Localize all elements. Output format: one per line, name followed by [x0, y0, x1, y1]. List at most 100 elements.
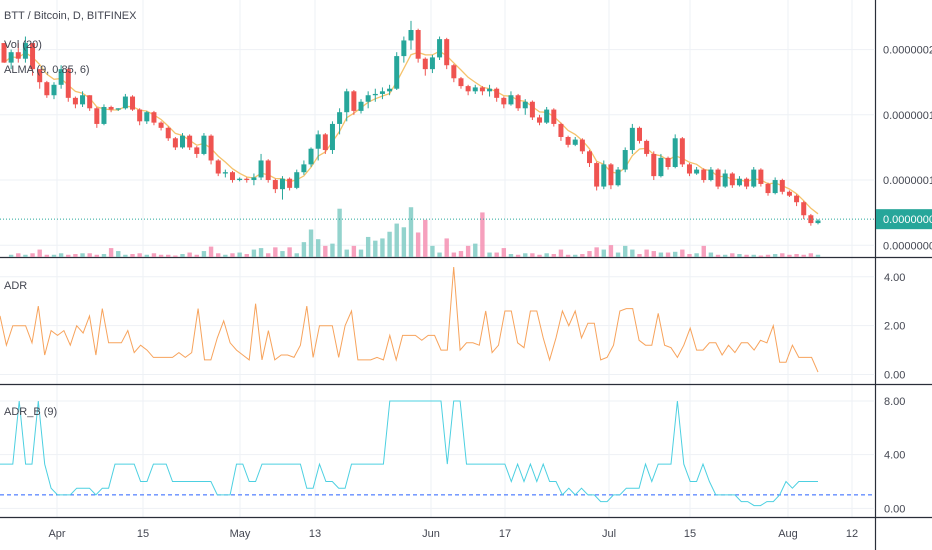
adr-b-title: ADR_B (9) — [4, 406, 57, 418]
volume-bar — [287, 247, 292, 257]
candle-body — [80, 95, 86, 105]
candle-body — [422, 58, 428, 70]
candle-body — [472, 87, 478, 92]
adr-b-series-line — [0, 400, 818, 507]
volume-bar — [501, 248, 507, 257]
candle-body — [786, 191, 792, 196]
candle-body — [579, 139, 585, 152]
volume-bar — [8, 254, 14, 257]
candle-body — [729, 173, 735, 186]
volume-bar — [758, 255, 764, 257]
candle-body — [394, 56, 400, 89]
candle-body — [572, 139, 578, 145]
adr-b-tick-label: 0.00 — [884, 503, 905, 515]
volume-bar — [430, 245, 435, 257]
candle-body — [408, 30, 414, 41]
candle-body — [465, 86, 471, 92]
volume-bar — [580, 254, 585, 257]
volume-bar — [123, 254, 128, 257]
volume-bar — [608, 245, 614, 257]
candle-body — [44, 82, 50, 96]
volume-bar — [587, 251, 592, 257]
candle-body — [794, 195, 800, 203]
current-price-tag — [876, 209, 932, 230]
candle-body — [515, 95, 521, 109]
candle-body — [494, 88, 500, 98]
candle-body — [387, 88, 393, 92]
volume-bar — [794, 254, 799, 257]
volume-bar — [523, 253, 528, 257]
candle-body — [815, 220, 821, 224]
candle-body — [122, 96, 128, 109]
volume-bar — [658, 252, 664, 257]
candle-body — [58, 69, 64, 85]
candle-body — [258, 160, 264, 178]
volume-bar — [787, 254, 792, 257]
volume-bar — [537, 254, 542, 257]
volume-bar — [23, 254, 28, 257]
candle-body — [765, 183, 771, 194]
candle-body — [601, 164, 607, 187]
volume-bar — [715, 254, 721, 257]
volume-bar — [423, 219, 428, 257]
adr-title: ADR — [4, 280, 27, 292]
candle-body — [72, 97, 78, 105]
volume-bar — [494, 252, 499, 257]
candle-body — [487, 88, 493, 92]
legend-alma: ALMA (9, 0.85, 6) — [4, 64, 90, 76]
candle-body — [722, 173, 728, 187]
candle-body — [279, 178, 285, 190]
volume-bar — [444, 238, 449, 257]
candle-body — [65, 69, 71, 98]
volume-bar — [244, 254, 249, 257]
volume-bar — [66, 254, 71, 257]
volume-bar — [615, 252, 621, 257]
candle-body — [180, 135, 186, 148]
volume-bar — [237, 252, 242, 257]
x-tick-label: Jul — [602, 528, 616, 540]
volume-bar — [473, 243, 478, 257]
volume-bar — [701, 245, 706, 257]
candle-body — [679, 138, 685, 165]
volume-bar — [480, 212, 485, 257]
candle-body — [594, 163, 600, 187]
candle-body — [379, 91, 385, 94]
volume-bar — [437, 252, 442, 257]
volume-bar — [637, 254, 642, 257]
volume-bar — [116, 251, 121, 257]
volume-bar — [365, 236, 371, 257]
volume-bar — [137, 253, 142, 257]
x-tick-label: 15 — [684, 528, 696, 540]
candle-body — [222, 172, 228, 174]
volume-bar — [315, 239, 321, 257]
volume-bar — [644, 249, 649, 257]
candle-body — [358, 101, 364, 111]
x-tick-label: 12 — [846, 528, 858, 540]
candle-body — [8, 52, 14, 63]
candle-body — [308, 148, 314, 165]
volume-bar — [601, 249, 606, 257]
volume-bar — [722, 254, 728, 257]
volume-bar — [780, 253, 785, 257]
volume-bar — [280, 251, 285, 257]
candle-body — [544, 109, 550, 123]
candle-body — [779, 180, 785, 192]
volume-bar — [130, 254, 135, 257]
volume-bar — [94, 254, 100, 257]
volume-bar — [258, 248, 264, 257]
candle-body — [329, 123, 335, 151]
volume-bar — [194, 254, 199, 257]
candle-body — [644, 140, 650, 154]
volume-bar — [508, 254, 514, 257]
candle-body — [94, 108, 100, 124]
volume-bar — [394, 223, 399, 257]
candle-body — [301, 164, 307, 173]
candle-body — [529, 101, 535, 118]
candle-body — [736, 178, 742, 186]
candle-body — [622, 150, 628, 170]
candle-body — [651, 153, 657, 177]
volume-bar — [323, 245, 328, 257]
volume-bar — [166, 254, 171, 257]
candle-body — [272, 180, 278, 190]
